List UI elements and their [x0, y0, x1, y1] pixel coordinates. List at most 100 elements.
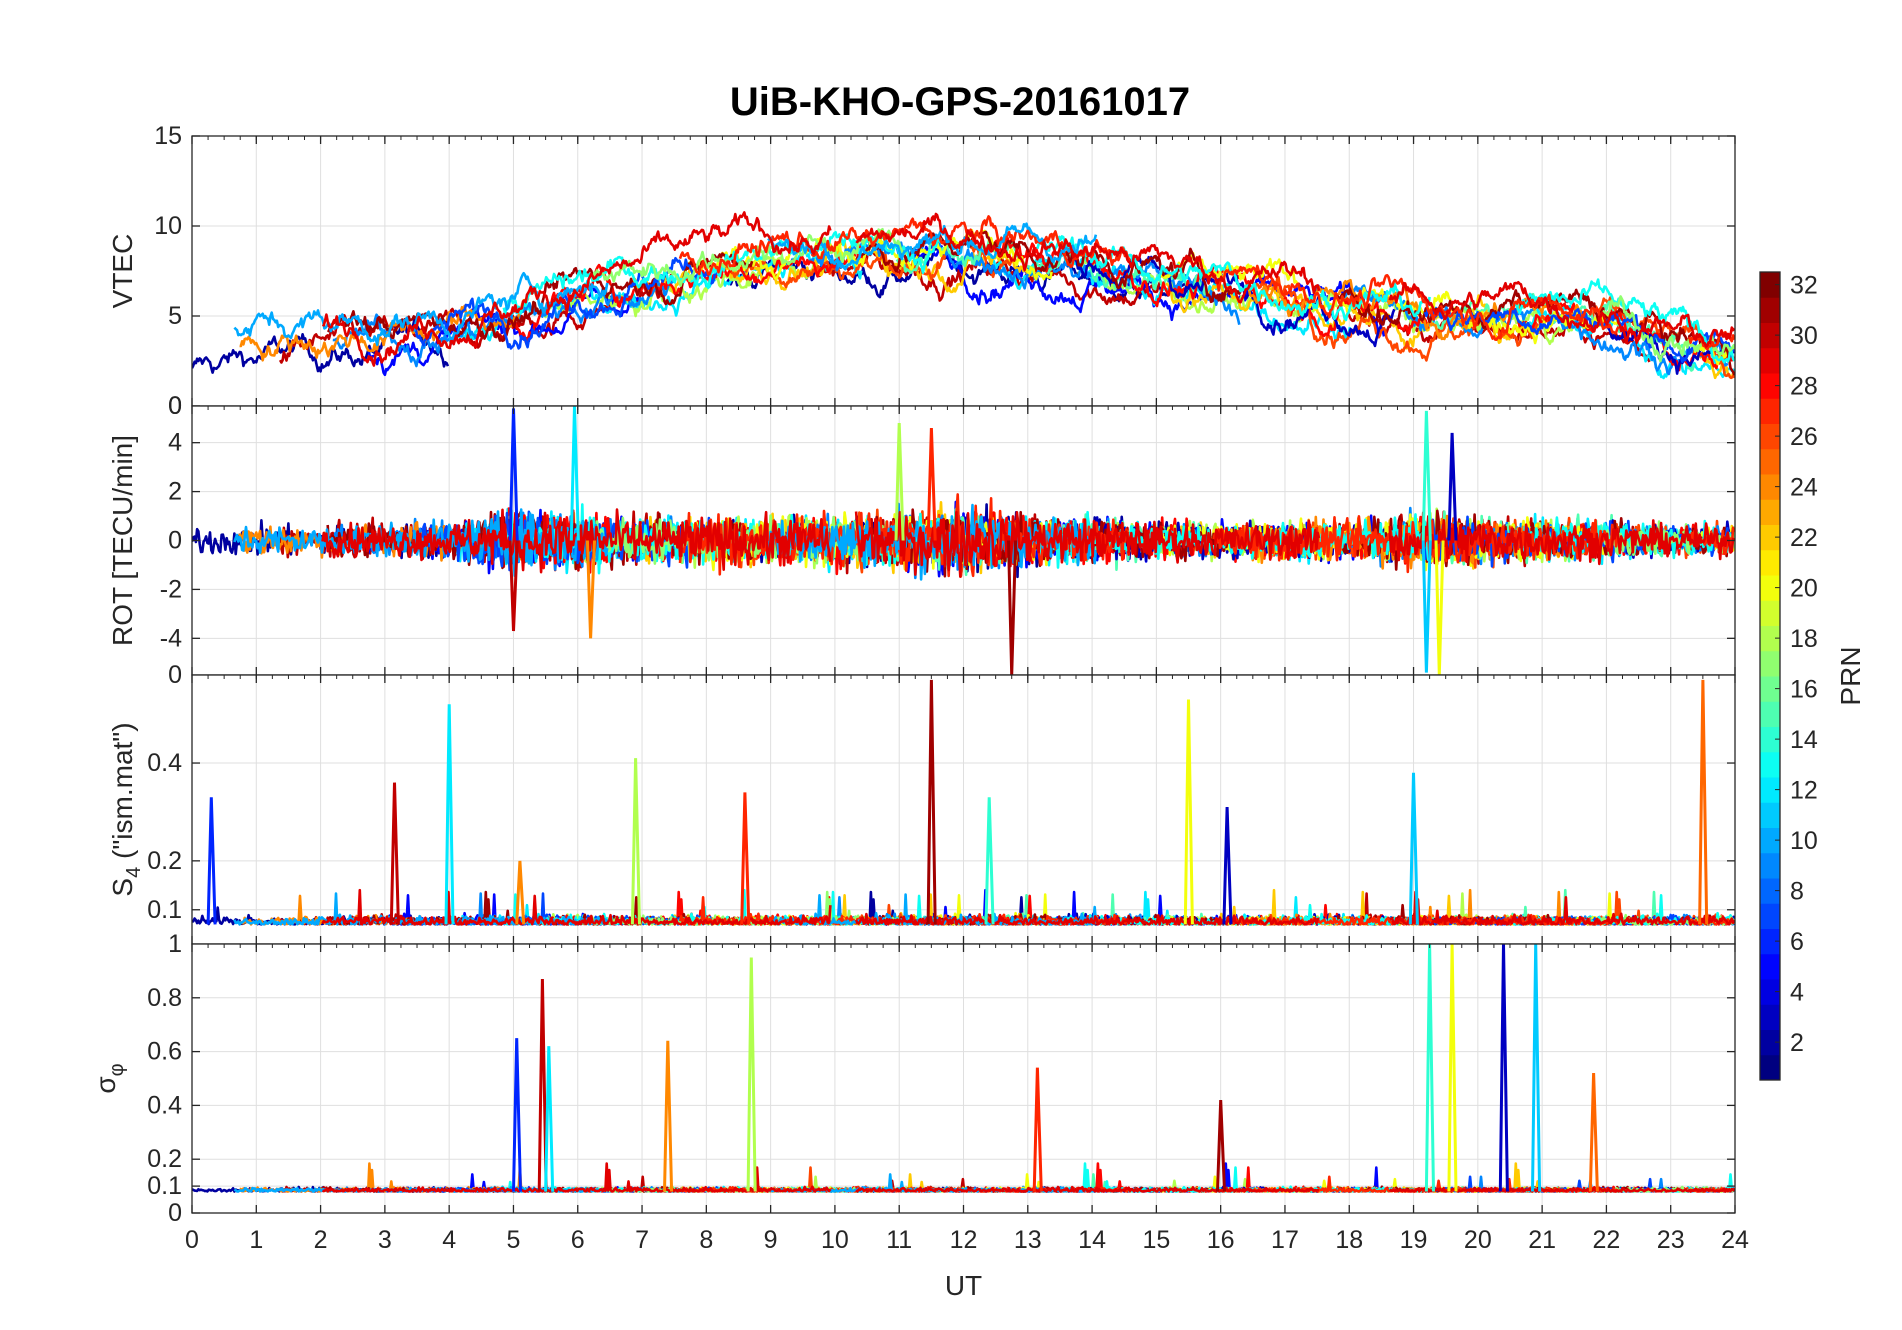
panel-1: 0 5 10 15 VTEC — [107, 122, 1736, 420]
y-tick-label: 0.4 — [147, 1091, 182, 1119]
y-tick-label: 0 — [168, 1199, 182, 1227]
colorbar-swatch — [1760, 928, 1780, 955]
spike-mark — [1007, 540, 1018, 675]
x-tick-label: 10 — [821, 1226, 849, 1254]
colorbar-swatch — [1760, 827, 1780, 854]
series-traces — [192, 406, 1735, 675]
spike-mark — [1434, 540, 1445, 675]
colorbar-swatch — [1760, 676, 1780, 702]
x-tick-label: 13 — [1014, 1226, 1042, 1254]
series-traces — [192, 944, 1735, 1193]
y-tick-label: -4 — [160, 624, 182, 652]
x-tick-label: 11 — [886, 1226, 912, 1254]
colorbar-tick-label: 12 — [1790, 777, 1818, 805]
colorbar-swatch — [1760, 1054, 1780, 1081]
colorbar-swatch — [1760, 650, 1780, 677]
y-tick-label: 0.1 — [147, 1172, 182, 1200]
spike-mark — [512, 1038, 522, 1192]
x-tick-label: 5 — [507, 1226, 521, 1254]
series-line-prn-29 — [1389, 890, 1735, 926]
series-line-prn-29 — [855, 1185, 1320, 1193]
colorbar-swatch — [1760, 474, 1780, 500]
spike-mark — [569, 406, 580, 541]
spike-mark — [894, 423, 905, 541]
y-tick-label: 5 — [168, 302, 182, 330]
y-tick-label: 0 — [168, 527, 182, 555]
y-tick-label: 4 — [168, 429, 182, 457]
spike-mark — [926, 427, 937, 541]
spike-mark — [663, 1040, 674, 1192]
y-axis-label: VTEC — [107, 234, 138, 309]
series-line-prn-7 — [414, 510, 719, 572]
x-tick-label: 9 — [764, 1226, 778, 1254]
colorbar-swatch — [1760, 272, 1780, 298]
spike-mark — [585, 540, 596, 639]
y-tick-label: 0 — [168, 392, 182, 420]
series-line-prn-18 — [543, 251, 829, 319]
spike-mark — [1216, 1099, 1226, 1192]
x-tick-label: 23 — [1657, 1226, 1685, 1254]
x-tick-label: 7 — [635, 1226, 649, 1254]
series-line-prn-17 — [1600, 295, 1735, 363]
colorbar-swatch — [1760, 726, 1780, 753]
x-tick-label: 19 — [1400, 1226, 1428, 1254]
colorbar-swatch — [1760, 852, 1780, 879]
y-tick-label: 0.4 — [147, 749, 182, 777]
colorbar-swatch — [1760, 600, 1780, 626]
spike-mark — [515, 860, 526, 925]
colorbar-swatch — [1760, 347, 1780, 374]
colorbar-swatch — [1760, 297, 1780, 323]
x-tick-label: 22 — [1593, 1226, 1621, 1254]
y-tick-label: 0.2 — [147, 1145, 182, 1173]
series-line-prn-27 — [678, 215, 1132, 276]
corner-tick-label: 1 — [168, 930, 182, 958]
colorbar-swatch — [1760, 878, 1780, 904]
y-tick-label: 10 — [154, 212, 182, 240]
colorbar-label: PRN — [1835, 646, 1866, 705]
colorbar-frame — [1759, 271, 1781, 1081]
colorbar-tick-label: 2 — [1790, 1029, 1804, 1057]
spike-mark — [537, 978, 548, 1192]
spike-mark — [746, 957, 757, 1192]
colorbar-swatch — [1760, 802, 1780, 828]
x-tick-label: 18 — [1335, 1226, 1363, 1254]
spike-mark — [740, 792, 751, 925]
x-tick-label: 24 — [1721, 1226, 1749, 1254]
panel-3: 0.1 0.2 0.4 0 S4 ("ism.mat") — [107, 661, 1736, 945]
colorbar-tick-label: 30 — [1790, 322, 1818, 350]
corner-tick-label: 0 — [168, 392, 182, 420]
series-line-prn-29 — [321, 888, 832, 926]
colorbar-tick-label: 28 — [1790, 373, 1818, 401]
spike-mark — [1447, 944, 1458, 1192]
colorbar-tick-label: 32 — [1790, 272, 1818, 300]
series-line-prn-29 — [321, 211, 832, 367]
y-axis-label: σφ — [90, 1063, 128, 1093]
x-tick-label: 0 — [185, 1226, 199, 1254]
y-tick-label: 0.2 — [147, 847, 182, 875]
chart-title: UiB-KHO-GPS-20161017 — [730, 80, 1190, 124]
colorbar-swatch — [1760, 903, 1780, 929]
spike-mark — [206, 797, 217, 925]
x-tick-label: 2 — [314, 1226, 328, 1254]
colorbar-swatch — [1760, 701, 1780, 727]
y-tick-label: 2 — [168, 478, 182, 506]
colorbar-swatch — [1760, 751, 1780, 778]
spike-mark — [1421, 540, 1432, 673]
x-tick-label: 3 — [378, 1226, 392, 1254]
series-line-prn-29 — [1388, 1186, 1735, 1193]
series-line-prn-29 — [1388, 281, 1735, 348]
colorbar-tick-label: 4 — [1790, 979, 1804, 1007]
colorbar-tick-label: 20 — [1790, 575, 1818, 603]
y-axis-label: ROT [TECU/min] — [107, 435, 138, 646]
colorbar-swatch — [1760, 373, 1780, 399]
colorbar-swatch — [1760, 625, 1780, 652]
y-tick-label: -2 — [160, 575, 182, 603]
y-tick-label: 15 — [154, 122, 182, 150]
spike-mark — [630, 758, 641, 925]
spike-mark — [1498, 944, 1509, 1192]
spike-mark — [1447, 432, 1458, 541]
